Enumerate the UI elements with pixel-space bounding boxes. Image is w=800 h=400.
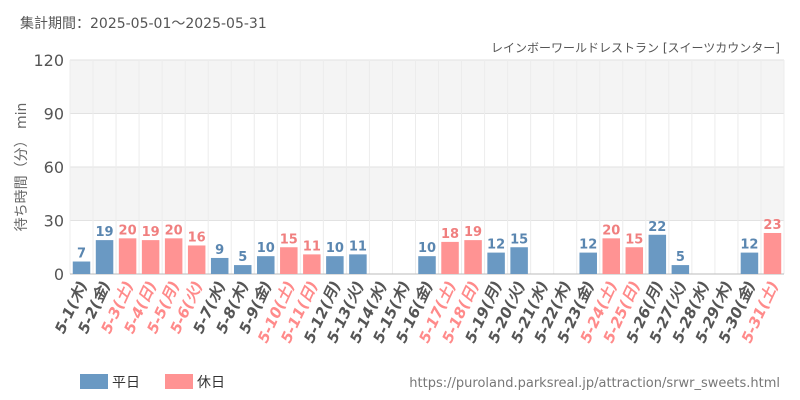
y-tick-label: 90 bbox=[44, 105, 64, 124]
bar bbox=[95, 240, 114, 274]
chart-subtitle: レインボーワールドレストラン [スイーツカウンター] bbox=[491, 41, 780, 55]
data-label: 7 bbox=[77, 247, 86, 262]
bar bbox=[510, 247, 528, 274]
legend-holiday-swatch bbox=[165, 374, 193, 389]
data-label: 9 bbox=[215, 243, 224, 258]
bar bbox=[326, 256, 344, 274]
y-tick-label: 0 bbox=[54, 265, 64, 284]
data-label: 20 bbox=[602, 223, 620, 238]
data-label: 19 bbox=[464, 225, 482, 240]
plot-band bbox=[70, 60, 784, 114]
source-url: https://puroland.parksreal.jp/attraction… bbox=[409, 376, 780, 391]
data-label: 12 bbox=[487, 238, 505, 253]
data-label: 10 bbox=[326, 241, 344, 256]
data-label: 10 bbox=[418, 241, 436, 256]
bar bbox=[579, 252, 597, 274]
bar bbox=[487, 252, 505, 274]
legend-weekday-label: 平日 bbox=[112, 375, 140, 391]
bar bbox=[210, 257, 229, 274]
bar bbox=[303, 254, 321, 274]
data-label: 19 bbox=[142, 225, 160, 240]
bar bbox=[118, 238, 137, 274]
data-label: 5 bbox=[238, 250, 247, 265]
bar bbox=[441, 241, 459, 274]
y-tick-label: 120 bbox=[33, 51, 64, 70]
bar bbox=[625, 247, 644, 274]
data-label: 19 bbox=[96, 225, 114, 240]
bar bbox=[464, 240, 482, 274]
bar bbox=[257, 256, 275, 274]
legend-weekday-swatch bbox=[80, 374, 108, 389]
legend-holiday-label: 休日 bbox=[197, 375, 225, 391]
data-label: 22 bbox=[648, 220, 666, 235]
data-label: 15 bbox=[510, 232, 528, 247]
plot-background bbox=[70, 60, 784, 274]
bar bbox=[740, 252, 759, 274]
x-axis-ticks: 5-1(木)5-2(金)5-3(土)5-4(日)5-5(月)5-6(火)5-7(… bbox=[51, 278, 782, 346]
data-label: 15 bbox=[280, 232, 298, 247]
data-label: 11 bbox=[303, 239, 321, 254]
bar bbox=[72, 261, 91, 274]
bar bbox=[164, 238, 183, 274]
y-tick-label: 60 bbox=[44, 158, 64, 177]
data-label: 12 bbox=[740, 238, 758, 253]
bar bbox=[233, 265, 252, 274]
period-label: 集計期間：2025-05-01～2025-05-31 bbox=[20, 15, 267, 32]
data-label: 20 bbox=[165, 223, 183, 238]
bar bbox=[141, 240, 160, 274]
y-axis-ticks: 0 30 60 90 120 bbox=[33, 51, 64, 284]
data-label: 11 bbox=[349, 239, 367, 254]
data-label: 23 bbox=[763, 218, 781, 233]
y-tick-label: 30 bbox=[44, 212, 64, 231]
bar bbox=[671, 265, 690, 274]
bar bbox=[187, 245, 206, 274]
data-label: 5 bbox=[676, 250, 685, 265]
bars bbox=[72, 232, 782, 274]
bar bbox=[418, 256, 436, 274]
bar bbox=[763, 232, 782, 274]
bar bbox=[349, 254, 367, 274]
bar bbox=[280, 247, 298, 274]
data-label: 16 bbox=[188, 230, 206, 245]
data-label: 10 bbox=[257, 241, 275, 256]
data-label: 18 bbox=[441, 227, 459, 242]
data-label: 15 bbox=[625, 232, 643, 247]
legend: 平日 休日 bbox=[80, 374, 225, 391]
plot-band bbox=[70, 167, 784, 221]
bar bbox=[648, 234, 667, 274]
plot-band bbox=[70, 113, 784, 167]
y-axis-label: 待ち時間（分） min bbox=[14, 103, 30, 232]
data-label: 20 bbox=[119, 223, 137, 238]
data-label: 12 bbox=[579, 238, 597, 253]
bar bbox=[602, 238, 621, 274]
